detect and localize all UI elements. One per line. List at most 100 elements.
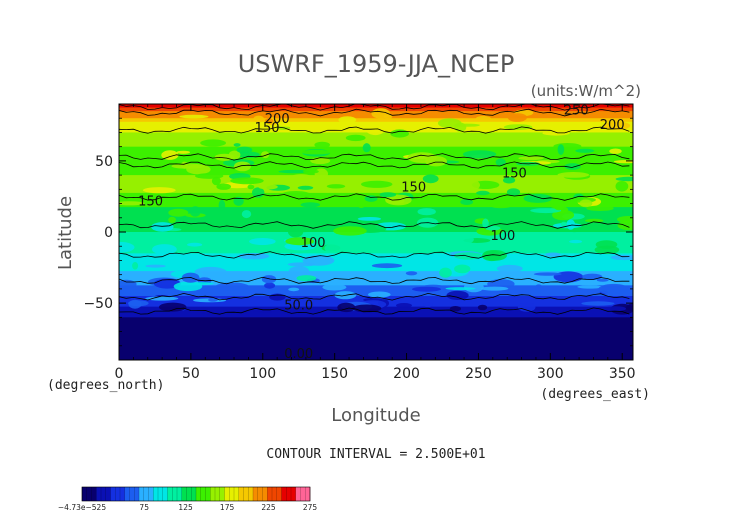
field-patch (211, 176, 221, 186)
x-tick-label: 150 (321, 366, 348, 382)
contour-line (119, 153, 630, 161)
x-tick-label: 100 (249, 366, 276, 382)
field-patch (545, 252, 561, 257)
y-axis-ticks: 50 0 −50 (83, 117, 633, 347)
field-patch (285, 237, 315, 246)
field-patch (543, 218, 557, 223)
zonal-band (119, 168, 633, 173)
field-patch (464, 179, 480, 191)
field-patch (352, 304, 382, 313)
contour-lines (119, 104, 630, 315)
zonal-band (119, 139, 633, 144)
field-patch (236, 146, 253, 154)
field-patch (302, 126, 333, 133)
field-patch (326, 184, 346, 189)
contour-line (119, 221, 630, 229)
field-patch (601, 148, 610, 153)
zonal-band (119, 274, 633, 279)
field-patch (557, 172, 590, 178)
x-tick-label: 300 (537, 366, 564, 382)
zonal-band (119, 320, 633, 326)
field-patch (176, 150, 190, 154)
field-patch (517, 302, 536, 312)
zonal-band (119, 338, 633, 343)
field-patch (564, 163, 581, 170)
x-axis-label: Longitude (331, 405, 421, 426)
colorbar-tick-label: 225 (261, 503, 276, 512)
zonal-band (119, 214, 633, 219)
x-tick-label: 50 (182, 366, 200, 382)
x-tick-label: 200 (393, 366, 420, 382)
x-tick-label: 0 (115, 366, 124, 382)
field-patch (161, 150, 179, 160)
colorbar-tick-label: 275 (303, 503, 318, 512)
field-patch (480, 286, 509, 291)
field-patch (518, 156, 544, 161)
field-patch (241, 210, 252, 219)
zonal-band (119, 157, 633, 162)
field-patch (443, 251, 452, 262)
field-patch (581, 301, 615, 306)
field-patch (233, 161, 251, 172)
zonal-band (119, 246, 633, 251)
field-patch (333, 226, 367, 236)
colorbar-segment (181, 487, 197, 501)
field-patch (569, 239, 582, 244)
colorbar-tick-label: 175 (220, 503, 235, 512)
zonal-band (119, 345, 633, 350)
field-patch (595, 240, 618, 249)
field-patch (337, 302, 356, 313)
colorbar-segment (167, 487, 183, 501)
zonal-band (119, 260, 633, 265)
field-patch (151, 222, 174, 232)
field-patch (615, 176, 633, 182)
field-patch (534, 284, 543, 292)
contour-line (119, 126, 630, 134)
field-patch (218, 199, 226, 211)
field-patch (261, 275, 277, 284)
colorbar-segment (295, 487, 311, 501)
zonal-band (119, 285, 633, 290)
field-patch (449, 306, 461, 312)
zonal-band (119, 104, 633, 109)
colorbar-segment (253, 487, 268, 501)
field-patch (460, 199, 474, 205)
field-patch (287, 174, 315, 185)
zonal-band (119, 207, 633, 212)
field-patch (417, 208, 436, 216)
colorbar-segment (267, 487, 282, 501)
contour-line (119, 276, 630, 285)
field-patch (168, 216, 177, 223)
field-patch (128, 300, 149, 307)
field-patch (264, 282, 276, 289)
field-patch (145, 296, 179, 301)
field-patch (123, 209, 145, 213)
field-patch (324, 243, 345, 254)
contour-label: 0.00 (284, 347, 313, 362)
field-patch (361, 180, 393, 188)
field-patch (422, 174, 439, 184)
field-patch (189, 206, 201, 217)
zonal-band (119, 342, 633, 347)
colorbar-segment (82, 487, 97, 501)
colorbar-tick-label: −4.73e−525 (58, 503, 106, 512)
zonal-band (119, 310, 633, 315)
zonal-band (119, 288, 633, 294)
field-patch (171, 163, 205, 169)
field-patch (119, 241, 135, 253)
field-patch (371, 263, 403, 269)
zonal-band (119, 356, 633, 360)
contour-label: 150 (255, 121, 280, 136)
field-patch (199, 306, 208, 314)
field-patch (142, 187, 176, 194)
colorbar-tick-label: 75 (139, 503, 149, 512)
x-axis-ticks: 0 50 100 150 200 250 300 350 (115, 104, 636, 382)
field-patch (475, 115, 492, 122)
contour-label: 100 (490, 229, 515, 244)
zonal-band (119, 150, 633, 155)
field-patch (233, 196, 244, 206)
zonal-band (119, 296, 633, 301)
field-patch (308, 290, 321, 294)
field-patch (462, 150, 497, 159)
